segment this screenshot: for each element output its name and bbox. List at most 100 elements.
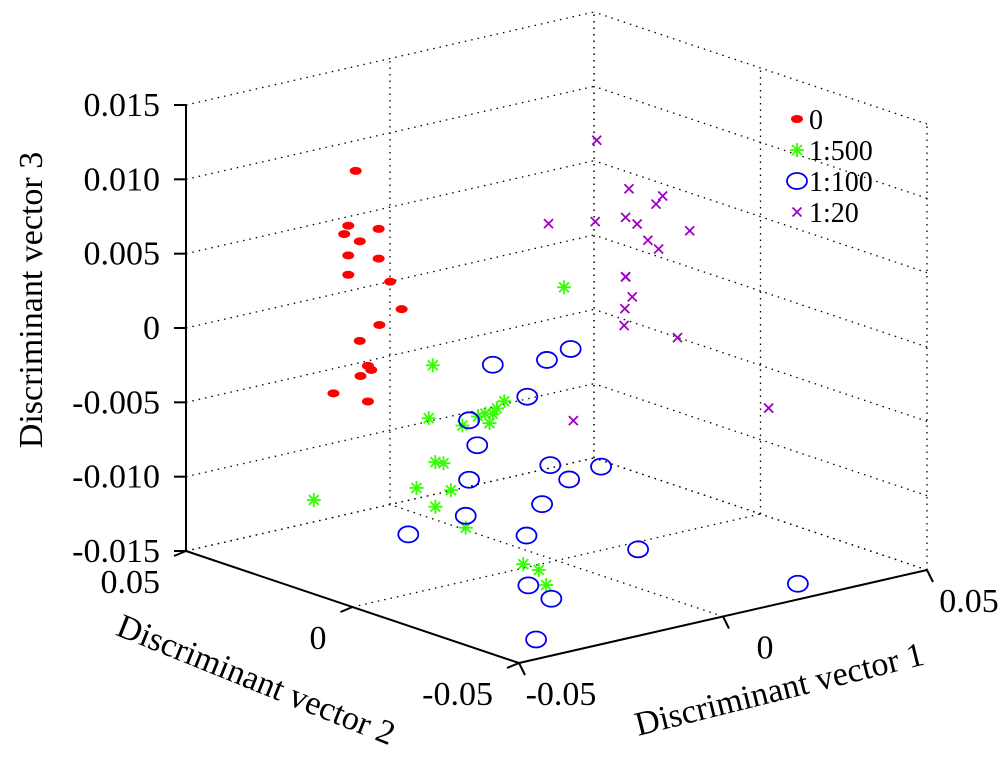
data-point (525, 630, 547, 649)
data-point (425, 358, 440, 373)
data-point (516, 557, 531, 572)
legend-label: 1:500 (809, 136, 873, 167)
data-point (516, 387, 539, 406)
data-point (361, 397, 374, 406)
data-point (409, 480, 424, 495)
x-tick-mark (518, 662, 526, 676)
data-point (466, 436, 489, 455)
data-point (591, 135, 602, 146)
legend-marker (791, 115, 803, 123)
axes (173, 104, 934, 676)
data-point (684, 225, 695, 236)
data-point (458, 470, 480, 489)
data-point (627, 540, 649, 559)
data-point (365, 365, 378, 374)
z-tick-label: -0.010 (72, 459, 160, 496)
data-point (373, 320, 386, 329)
data-point (531, 562, 546, 577)
legend-item: 0 (791, 105, 823, 136)
grid-line (185, 160, 595, 255)
data-point (458, 411, 480, 430)
data-point (372, 254, 385, 263)
grid-line (185, 11, 595, 106)
data-point (539, 577, 554, 592)
x-tick-label: 0 (757, 630, 774, 667)
grid-line (185, 85, 595, 180)
data-point (306, 492, 321, 507)
x-tick-label: -0.05 (526, 676, 597, 713)
data-point (653, 243, 664, 255)
x-tick-mark (722, 616, 730, 629)
data-point (395, 305, 408, 314)
tick-labels: -0.0500.05-0.0500.05-0.015-0.010-0.00500… (72, 87, 999, 713)
data-point (338, 230, 351, 239)
data-point (672, 332, 683, 343)
x-tick-label: 0.05 (939, 583, 999, 620)
grid-line (593, 160, 928, 274)
data-point (558, 470, 581, 489)
series-0 (327, 166, 408, 406)
legend-label: 0 (809, 105, 823, 136)
z-axis-title: Discriminant vector 3 (13, 152, 50, 448)
data-point (627, 291, 638, 303)
data-point (539, 456, 562, 475)
grid-line (352, 513, 761, 608)
data-point (342, 221, 355, 230)
z-tick-label: 0.015 (84, 87, 161, 124)
legend-item: 1:100 (786, 167, 873, 198)
x-tick-mark (926, 569, 934, 583)
data-point (642, 235, 653, 246)
data-point (515, 526, 538, 545)
grid-line (593, 85, 928, 199)
data-point (372, 224, 385, 233)
series-2 (397, 340, 809, 649)
data-point (620, 271, 631, 282)
y-tick-label: 0.05 (101, 564, 161, 601)
data-point (619, 303, 631, 314)
y-tick-label: -0.05 (422, 676, 493, 713)
y-tick-mark (506, 662, 520, 669)
data-point (590, 457, 612, 476)
z-tick-label: -0.005 (72, 384, 160, 421)
grid-line (593, 457, 928, 571)
legend-marker (786, 172, 808, 190)
grid-line (593, 11, 928, 125)
data-point (342, 251, 355, 260)
legend-marker (790, 143, 804, 157)
z-tick-label: -0.015 (72, 533, 160, 570)
y-tick-label: 0 (310, 620, 327, 657)
data-point (786, 574, 809, 593)
data-point (543, 218, 554, 229)
data-point (763, 402, 774, 414)
series-3 (543, 135, 774, 426)
z-tick-label: 0.010 (84, 161, 161, 198)
data-point (481, 355, 504, 374)
data-point (623, 183, 635, 194)
z-tick-label: 0.005 (84, 236, 161, 273)
data-point (436, 456, 451, 471)
data-point (531, 495, 553, 514)
data-point (568, 415, 579, 426)
grid-line (593, 308, 928, 422)
data-point (536, 351, 558, 369)
data-point (397, 525, 420, 544)
grid-line (185, 308, 595, 403)
data-point (342, 270, 355, 279)
series-1 (306, 280, 571, 592)
grid-line (185, 457, 595, 552)
x-axis-title: Discriminant vector 1 (631, 636, 928, 744)
data-point (428, 455, 443, 470)
y-axis-title: Discriminant vector 2 (112, 608, 401, 753)
data-point (443, 483, 458, 498)
data-point (354, 372, 367, 381)
legend-label: 1:100 (809, 167, 873, 198)
data-point (482, 416, 497, 431)
data-point (650, 199, 662, 210)
grid-line (593, 234, 928, 348)
data-point (618, 320, 630, 331)
data-point (454, 506, 477, 525)
legend-item: 1:20 (791, 198, 859, 229)
data-point (657, 190, 668, 202)
